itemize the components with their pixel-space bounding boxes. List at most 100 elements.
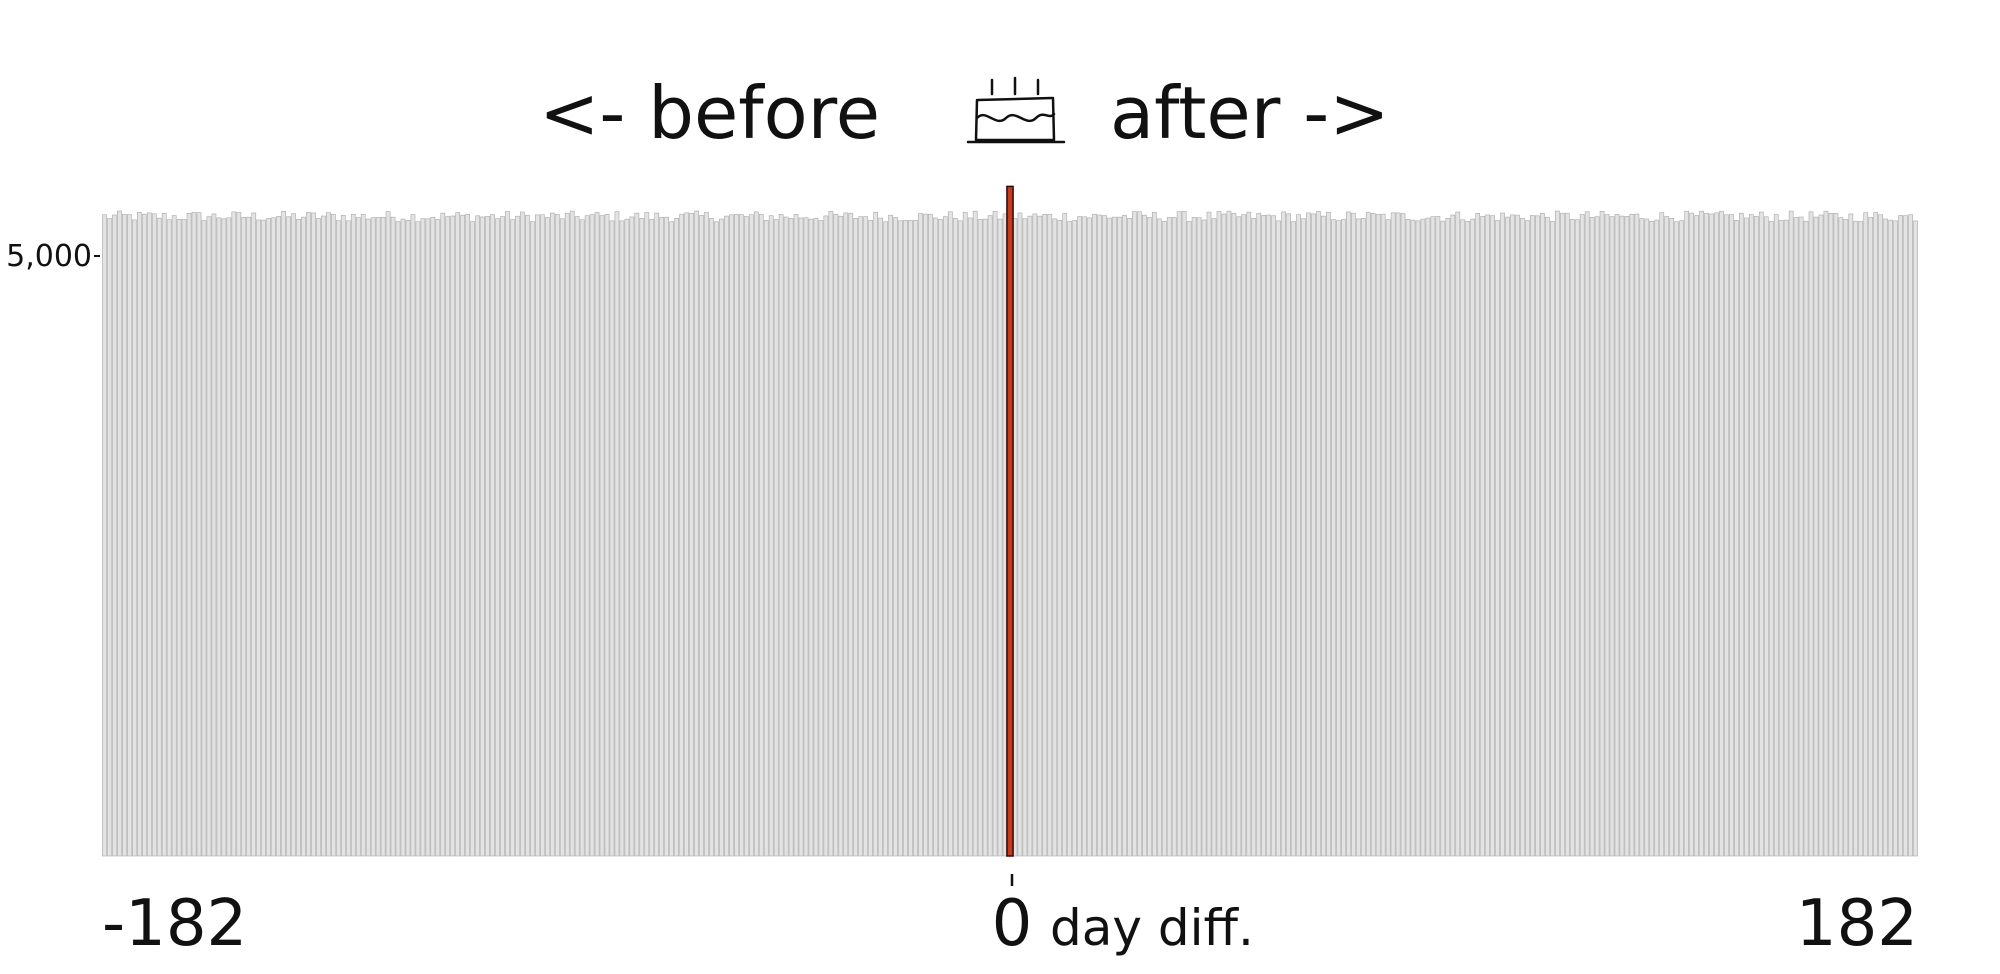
histogram-bar: [629, 216, 635, 857]
histogram-bar: [301, 216, 306, 857]
histogram-bar: [1619, 215, 1625, 857]
histogram-bar: [1515, 214, 1520, 857]
histogram-bar: [873, 211, 879, 857]
histogram-bar: [918, 213, 923, 857]
histogram-bar: [107, 218, 112, 857]
histogram-bar: [763, 220, 769, 857]
histogram-bar: [947, 211, 953, 857]
histogram-bar: [684, 212, 689, 857]
histogram-bar: [878, 217, 883, 857]
histogram-bar: [1321, 215, 1326, 857]
histogram-bar: [400, 218, 406, 857]
histogram-bar: [992, 210, 998, 857]
histogram-bar: [1072, 220, 1078, 857]
histogram-bar: [1261, 215, 1267, 857]
histogram-bar: [1758, 211, 1764, 857]
histogram-bar: [281, 210, 286, 857]
histogram-bar: [1569, 218, 1575, 857]
histogram-bar: [987, 215, 993, 857]
histogram-bar: [241, 216, 247, 857]
histogram-bar: [395, 221, 401, 857]
histogram-bar: [266, 218, 272, 857]
histogram-bar: [1495, 220, 1500, 857]
histogram-bar: [1485, 214, 1490, 857]
histogram-bar: [1783, 219, 1789, 857]
histogram-bar: [256, 219, 262, 857]
histogram-bar: [1848, 213, 1854, 857]
histogram-bar: [1370, 213, 1376, 857]
histogram-bar: [485, 215, 490, 857]
histogram-bar: [1858, 221, 1864, 857]
histogram-bar: [161, 212, 167, 857]
histogram-bar: [355, 217, 361, 857]
histogram-bar: [1843, 219, 1849, 857]
histogram-bar: [564, 212, 570, 857]
histogram-bar: [490, 214, 495, 857]
histogram-bar: [594, 212, 600, 857]
histogram-bar: [1161, 221, 1167, 857]
histogram-bar: [1341, 219, 1346, 857]
histogram-bar: [569, 210, 575, 857]
histogram-bar: [1768, 221, 1774, 857]
histogram-bar: [390, 216, 396, 857]
histogram-bar: [808, 218, 814, 857]
histogram-bar: [370, 217, 376, 857]
histogram-bar: [724, 215, 729, 857]
histogram-bar: [1540, 213, 1545, 857]
histogram-bar: [1380, 213, 1386, 857]
histogram-bar: [1276, 220, 1282, 857]
histogram-bar: [1256, 213, 1262, 857]
histogram-bar: [206, 216, 212, 857]
histogram-bar: [1365, 212, 1371, 857]
histogram-bar: [1251, 218, 1257, 857]
histogram-bar: [335, 220, 341, 857]
histogram-bar: [1878, 214, 1884, 857]
histogram-bar: [1549, 221, 1555, 857]
histogram-bar: [112, 214, 117, 857]
histogram-bar: [1883, 218, 1888, 857]
histogram-bar: [1828, 212, 1834, 857]
histogram-bar: [1390, 212, 1396, 857]
histogram-bar: [1166, 217, 1172, 857]
histogram-bar: [1873, 212, 1879, 857]
histogram-bar: [1102, 215, 1107, 857]
histogram-bar: [460, 214, 466, 857]
histogram-bar: [1087, 217, 1092, 857]
histogram-bar: [1704, 212, 1709, 857]
histogram-bar: [654, 212, 660, 857]
histogram-bar: [1286, 213, 1291, 857]
histogram-bar: [1888, 219, 1893, 857]
histogram-bar: [226, 217, 232, 857]
histogram-bar: [181, 219, 187, 857]
histogram-bar: [1455, 211, 1461, 857]
histogram-bar: [360, 213, 366, 857]
histogram-bar: [495, 218, 500, 857]
histogram-bar: [1634, 213, 1640, 857]
histogram-bar: [694, 210, 699, 857]
histogram-bar: [1589, 217, 1595, 857]
histogram-bar: [1206, 211, 1212, 857]
x-axis: -182 0 182: [102, 874, 1918, 961]
histogram-bar: [311, 212, 316, 857]
histogram-bar: [898, 220, 903, 857]
histogram-bar: [599, 215, 605, 857]
histogram-bar: [1082, 216, 1087, 857]
histogram-bar: [1490, 215, 1495, 857]
histogram-bar: [1734, 220, 1739, 857]
histogram-bar: [1326, 211, 1331, 857]
histogram-bar: [525, 214, 530, 857]
histogram-bar: [734, 214, 739, 857]
histogram-bar: [1186, 221, 1192, 857]
histogram-bar: [375, 217, 381, 857]
highlight-bar-day-0: [1006, 185, 1014, 857]
histogram-bar: [584, 215, 590, 857]
histogram-bar: [938, 219, 943, 857]
histogram-bar: [141, 213, 147, 857]
histogram-bar: [171, 215, 177, 857]
histogram-bar: [1042, 213, 1048, 857]
histogram-bar: [1535, 215, 1540, 857]
histogram-bar: [410, 214, 416, 857]
histogram-bar: [838, 215, 844, 857]
histogram-bar: [1470, 218, 1476, 857]
